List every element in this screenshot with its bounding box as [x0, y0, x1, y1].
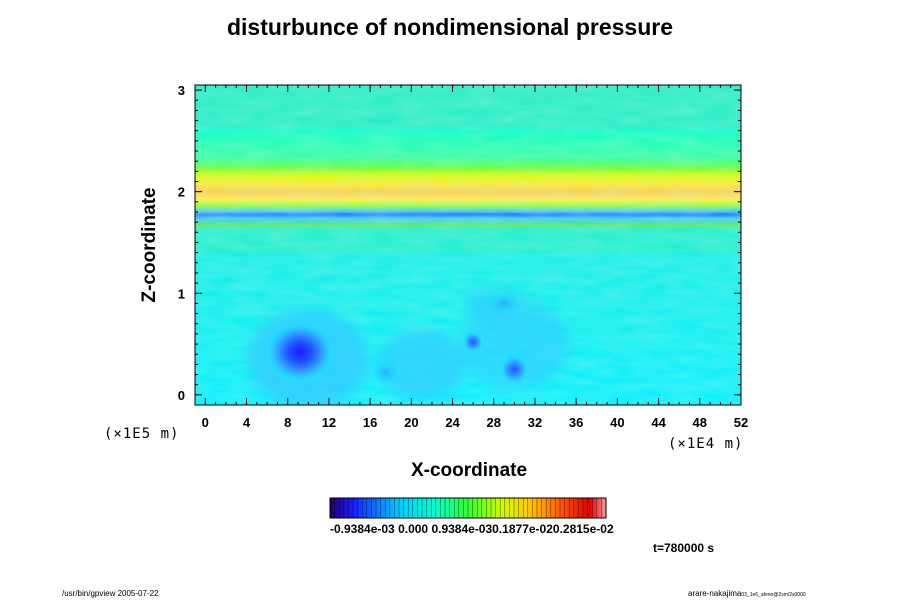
plot-frame [194, 84, 742, 406]
feature-blob [486, 291, 523, 316]
y-tick-label: 2 [178, 185, 185, 200]
colorbar [329, 497, 607, 519]
x-tick-label: 52 [734, 415, 748, 430]
x-tick-label: 40 [610, 415, 624, 430]
x-tick-label: 0 [202, 415, 209, 430]
time-label: t=780000 s [653, 541, 715, 555]
x-tick-label: 36 [569, 415, 583, 430]
lower-patch [459, 299, 570, 390]
x-tick-label: 24 [445, 415, 460, 430]
feature-blob [500, 355, 529, 384]
colorbar-label: 0.1877e-02 [492, 522, 553, 536]
colorbar-label: 0.2815e-02 [552, 522, 614, 536]
z-scale-label: (×1E5 m) [104, 426, 180, 442]
x-tick-label: 20 [404, 415, 418, 430]
x-scale-label: (×1E4 m) [668, 436, 744, 452]
feature-blob [369, 359, 402, 386]
x-tick-label: 48 [693, 415, 707, 430]
y-tick-label: 3 [178, 83, 185, 98]
feature-blob [266, 322, 335, 383]
x-tick-label: 16 [363, 415, 377, 430]
footer-right: arare-nakajima03_1e6_ahmo@2sm/2s0000 [688, 589, 806, 598]
chart-title: disturbunce of nondimensional pressure [226, 14, 673, 40]
x-tick-label: 44 [651, 415, 666, 430]
colorbar-frame [329, 497, 607, 519]
plot-area [195, 85, 741, 405]
colorbar-label: 0.9384e-03 [431, 522, 493, 536]
colorbar-label: 0.000 [398, 522, 429, 536]
feature-blob [463, 332, 484, 353]
x-tick-label: 8 [284, 415, 291, 430]
y-axis-label: Z-coordinate [139, 187, 160, 303]
plot-clip-group [195, 85, 741, 405]
footer-right-main: arare-nakajima [688, 589, 742, 598]
x-tick-label: 12 [322, 415, 336, 430]
lower-patch [376, 329, 467, 400]
y-tick-label: 1 [178, 286, 185, 301]
x-tick-label: 28 [487, 415, 501, 430]
colorbar-labels: -0.9384e-03 0.000 0.9384e-030.1877e-020.… [330, 522, 614, 536]
y-tick-label: 0 [178, 388, 185, 403]
x-tick-label: 32 [528, 415, 542, 430]
footer-right-small: 03_1e6_ahmo@2sm/2s0000 [741, 592, 806, 598]
footer-left: /usr/bin/gpview 2005-07-22 [62, 589, 159, 598]
colorbar-label: -0.9384e-03 [330, 522, 395, 536]
x-tick-label: 4 [243, 415, 251, 430]
x-axis-label: X-coordinate [410, 460, 528, 481]
